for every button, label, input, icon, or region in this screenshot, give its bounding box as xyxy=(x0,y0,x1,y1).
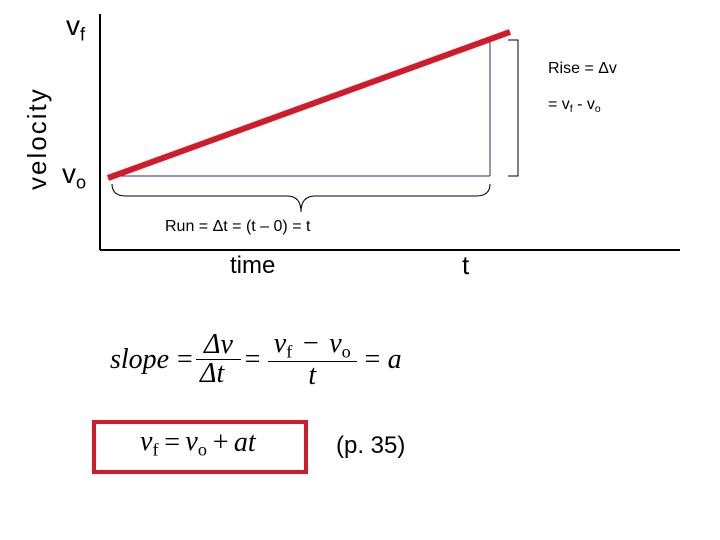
rise-bracket xyxy=(508,40,518,176)
velocity-line xyxy=(108,32,510,178)
vf-label: vf xyxy=(66,10,85,45)
run-annotation: Run = Δt = (t – 0) = t xyxy=(165,218,310,236)
velocity-time-graph xyxy=(0,0,720,280)
stage: velocity vf vo Rise = Δv = vf - vo Run =… xyxy=(0,0,720,540)
t-marker: t xyxy=(462,250,469,281)
vo-label: vo xyxy=(62,158,86,193)
page-reference: (p. 35) xyxy=(336,432,405,460)
slope-formula: slope = Δv Δt = vf − vo t = a xyxy=(110,330,402,390)
rise-annotation-2: = vf - vo xyxy=(548,96,601,115)
y-axis-label: velocity xyxy=(22,87,53,190)
run-brace xyxy=(112,184,490,212)
rise-annotation-1: Rise = Δv xyxy=(548,60,617,78)
kinematic-formula: vf = vo + at xyxy=(140,426,256,460)
x-axis-label: time xyxy=(230,252,275,280)
